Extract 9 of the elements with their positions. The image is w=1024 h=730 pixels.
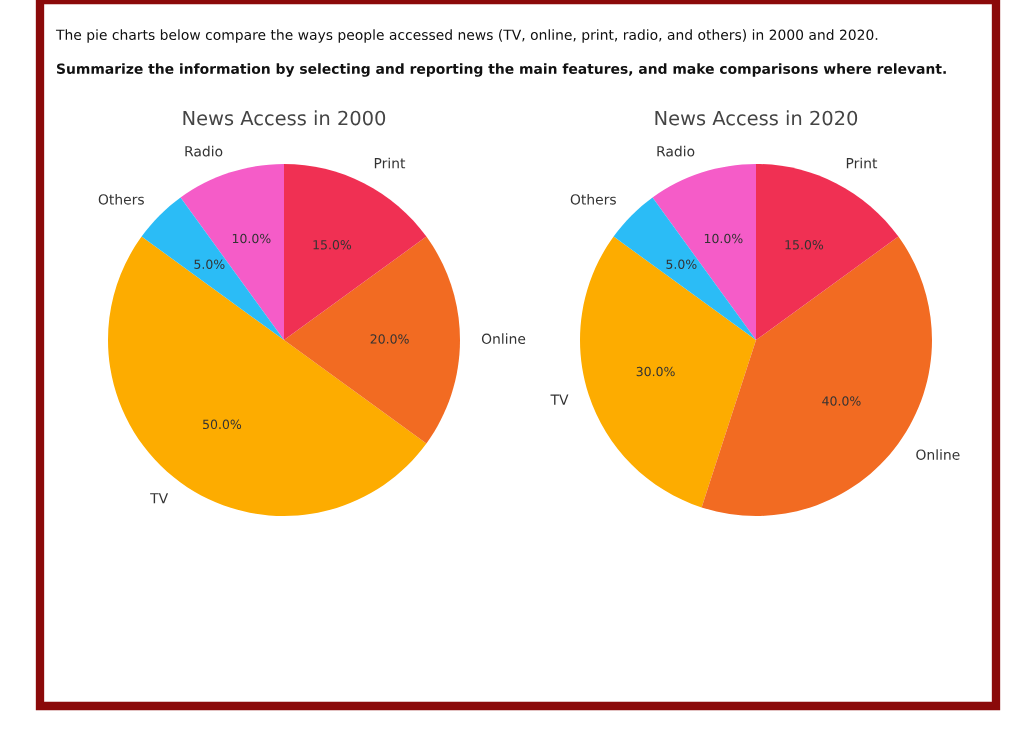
chart-title: News Access in 2020 (655, 110, 858, 126)
chart-title: News Access in 2000 (183, 110, 386, 126)
pie-slice (284, 236, 460, 444)
pie-slice (180, 164, 284, 340)
pie-slice (580, 236, 756, 508)
pie-slice (652, 164, 756, 340)
pie-slice (108, 236, 427, 516)
pie-slice (141, 197, 284, 340)
pie-slice (613, 197, 756, 340)
